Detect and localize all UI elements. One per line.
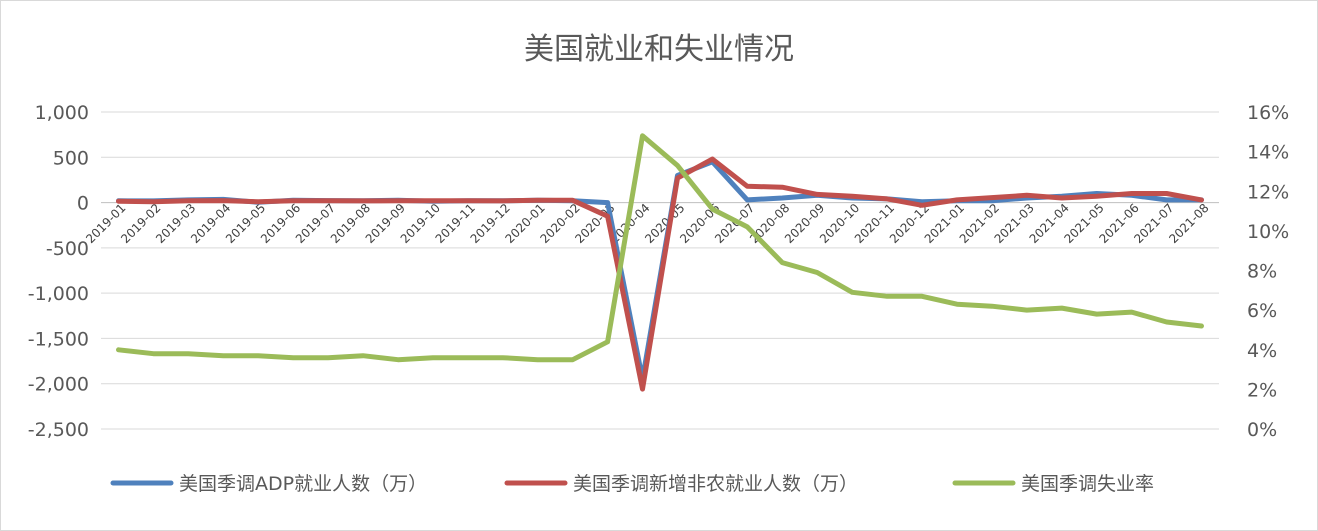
- legend-label: 美国季调新增非农就业人数（万）: [573, 473, 858, 495]
- left-tick-label: -2,500: [28, 419, 89, 441]
- right-tick-label: 2%: [1247, 379, 1277, 401]
- left-tick-label: -2,000: [28, 374, 89, 396]
- right-tick-label: 12%: [1247, 181, 1289, 203]
- left-tick-label: 1,000: [35, 102, 89, 124]
- left-tick-label: -1,500: [28, 328, 89, 350]
- right-tick-label: 8%: [1247, 261, 1277, 283]
- series-layer: [116, 133, 1204, 392]
- legend-label: 美国季调ADP就业人数（万）: [179, 473, 427, 495]
- series-line: [116, 133, 1204, 363]
- right-tick-label: 4%: [1247, 340, 1277, 362]
- right-tick-label: 16%: [1247, 102, 1289, 124]
- right-tick-label: 10%: [1247, 221, 1289, 243]
- series-line: [116, 156, 1204, 392]
- right-tick-label: 0%: [1247, 419, 1277, 441]
- left-y-axis: 1,000 500 0 -500 -1,000 -1,500 -2,000 -2,500: [28, 102, 89, 441]
- right-y-axis: 16% 14% 12% 10% 8% 6% 4% 2% 0%: [1247, 102, 1289, 441]
- right-tick-label: 6%: [1247, 300, 1277, 322]
- chart-title: 美国就业和失业情况: [524, 32, 794, 67]
- legend-label: 美国季调失业率: [1021, 473, 1154, 495]
- left-tick-label: -1,000: [28, 283, 89, 305]
- x-axis: 2019-012019-022019-032019-042019-052019-…: [83, 201, 1211, 246]
- left-tick-label: 500: [53, 147, 89, 169]
- left-tick-label: -500: [46, 238, 89, 260]
- right-tick-label: 14%: [1247, 142, 1289, 164]
- left-tick-label: 0: [77, 193, 89, 215]
- legend: 美国季调ADP就业人数（万） 美国季调新增非农就业人数（万） 美国季调失业率: [110, 473, 1154, 495]
